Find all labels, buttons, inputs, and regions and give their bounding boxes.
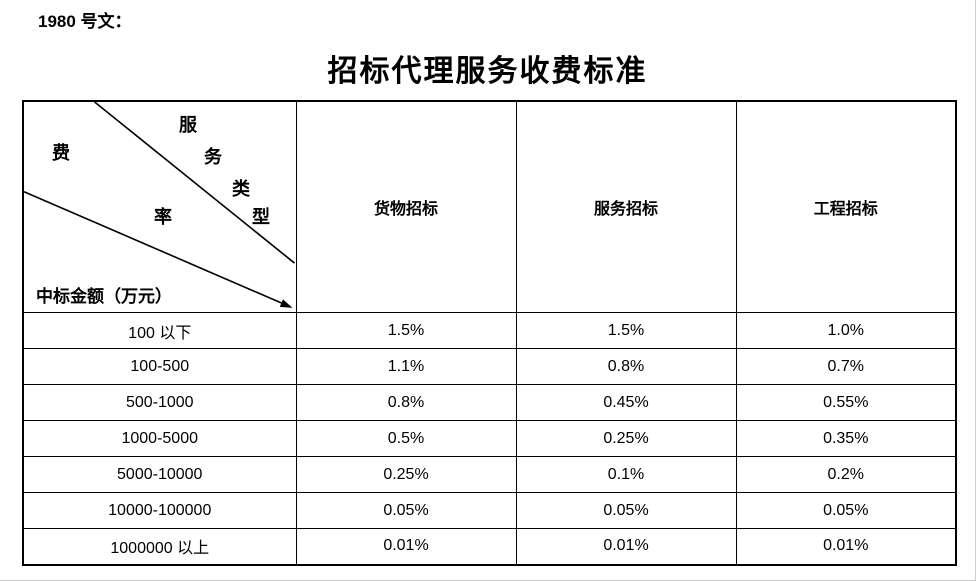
rate-cell: 0.25% — [295, 456, 517, 493]
rate-cell: 0.01% — [515, 528, 737, 565]
table-row: 100-500 1.1% 0.8% 0.7% — [22, 348, 957, 385]
amount-range-cell: 1000-5000 — [22, 420, 297, 457]
rate-cell: 0.2% — [735, 456, 957, 493]
page-title: 招标代理服务收费标准 — [327, 55, 648, 88]
amount-range-cell: 1000000 以上 — [22, 528, 297, 565]
rate-cell: 0.05% — [735, 492, 957, 529]
rate-cell: 0.05% — [295, 492, 517, 529]
service-char-1: 服 — [179, 115, 197, 135]
rate-char: 率 — [154, 207, 172, 227]
service-char-3: 类 — [232, 179, 250, 199]
rate-cell: 0.7% — [735, 348, 957, 385]
column-header-goods: 货物招标 — [295, 100, 517, 313]
rate-cell: 0.05% — [515, 492, 737, 529]
rate-cell: 0.8% — [515, 348, 737, 385]
rate-cell: 0.01% — [295, 528, 517, 565]
corner-diagonal-area: 费 服 务 类 率 型 中标金额（万元） — [24, 102, 296, 312]
diagonal-lines-icon — [24, 102, 295, 308]
rate-cell: 1.5% — [295, 312, 517, 349]
amount-range-cell: 100 以下 — [22, 312, 297, 349]
rate-cell: 1.1% — [295, 348, 517, 385]
amount-range-cell: 10000-100000 — [22, 492, 297, 529]
rate-cell: 1.5% — [515, 312, 737, 349]
rate-cell: 1.0% — [735, 312, 957, 349]
table-row: 5000-10000 0.25% 0.1% 0.2% — [22, 456, 957, 493]
corner-header-cell: 费 服 务 类 率 型 中标金额（万元） — [22, 100, 297, 313]
document-ref-label: 1980 号文： — [38, 12, 132, 31]
rate-cell: 0.25% — [515, 420, 737, 457]
fee-char: 费 — [52, 143, 70, 163]
rate-cell: 0.45% — [515, 384, 737, 421]
amount-axis-label: 中标金额（万元） — [36, 287, 172, 306]
rate-cell: 0.01% — [735, 528, 957, 565]
rate-cell: 0.5% — [295, 420, 517, 457]
table-row: 100 以下 1.5% 1.5% 1.0% — [22, 312, 957, 349]
table-row: 1000000 以上 0.01% 0.01% 0.01% — [22, 528, 957, 565]
service-char-2: 务 — [204, 147, 222, 167]
column-header-service: 服务招标 — [515, 100, 737, 313]
rate-cell: 0.1% — [515, 456, 737, 493]
rate-cell: 0.35% — [735, 420, 957, 457]
amount-range-cell: 500-1000 — [22, 384, 297, 421]
table-row: 10000-100000 0.05% 0.05% 0.05% — [22, 492, 957, 529]
service-char-4: 型 — [252, 207, 270, 227]
table-header-row: 费 服 务 类 率 型 中标金额（万元） 货物招标 服务招标 工程招标 — [22, 100, 957, 313]
table-row: 1000-5000 0.5% 0.25% 0.35% — [22, 420, 957, 457]
rate-cell: 0.8% — [295, 384, 517, 421]
table-row: 500-1000 0.8% 0.45% 0.55% — [22, 384, 957, 421]
fee-standard-table: 费 服 务 类 率 型 中标金额（万元） 货物招标 服务招标 工程招标 100 … — [22, 100, 957, 566]
column-header-engineering: 工程招标 — [735, 100, 957, 313]
amount-range-cell: 5000-10000 — [22, 456, 297, 493]
rate-cell: 0.55% — [735, 384, 957, 421]
amount-range-cell: 100-500 — [22, 348, 297, 385]
